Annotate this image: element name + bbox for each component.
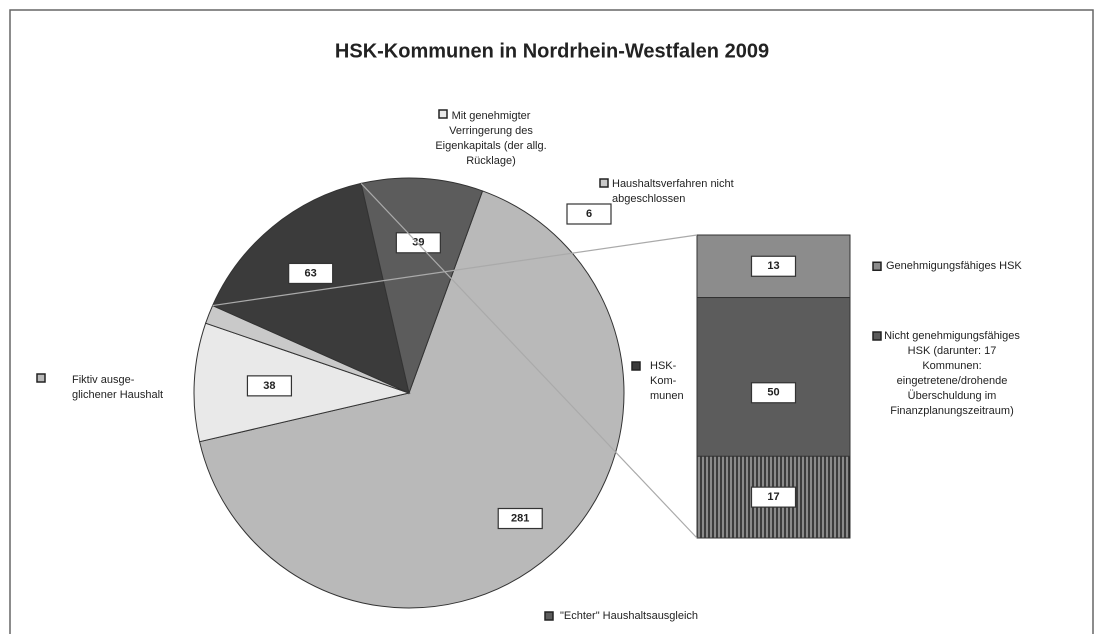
value-box	[750, 486, 797, 508]
category-label: Verringerung des	[449, 125, 533, 137]
category-label: HSK (darunter: 17	[908, 345, 997, 357]
pie-slice	[360, 177, 484, 395]
value-box	[395, 232, 441, 254]
legend-marker	[631, 361, 641, 371]
value-box	[750, 255, 797, 277]
category-label: Genehmigungsfähiges HSK	[886, 260, 1022, 272]
category-label: HSK-	[650, 360, 677, 372]
category-label: Eigenkapitals (der allg.	[435, 140, 546, 152]
value-label: 38	[263, 380, 275, 392]
value-label: 39	[412, 237, 424, 249]
category-label: eingetretene/drohende	[897, 375, 1008, 387]
value-label: 13	[767, 260, 779, 272]
category-label: munen	[650, 390, 684, 402]
value-label: 50	[767, 387, 779, 399]
legend-marker	[36, 373, 46, 383]
value-label: 281	[511, 512, 529, 524]
pie-slice	[211, 182, 410, 394]
pie-slice	[198, 190, 625, 609]
connector	[212, 234, 698, 307]
category-label: abgeschlossen	[612, 193, 685, 205]
value-label: 17	[767, 491, 779, 503]
category-label: Nicht genehmigungsfähiges	[884, 330, 1020, 342]
category-label: Kom-	[650, 375, 677, 387]
category-label: Haushaltsverfahren nicht	[612, 178, 734, 190]
legend-marker	[872, 261, 882, 272]
value-label: 6	[586, 208, 592, 220]
category-label: Überschuldung im	[908, 390, 997, 402]
legend-marker	[544, 611, 554, 621]
value-box	[288, 262, 334, 285]
category-label: Finanzplanungszeitraum)	[890, 405, 1014, 417]
value-box	[246, 375, 293, 397]
value-box	[497, 507, 543, 530]
value-box	[750, 382, 797, 404]
connector	[360, 182, 698, 539]
category-label: "Echter" Haushaltsausgleich	[560, 610, 698, 622]
value-label: 63	[305, 267, 317, 279]
value-box	[566, 203, 612, 225]
legend-marker	[438, 109, 448, 119]
category-label: glichener Haushalt	[72, 389, 163, 401]
category-label: Fiktiv ausge-	[72, 374, 135, 386]
category-label: Rücklage)	[466, 155, 516, 167]
legend-marker	[599, 178, 609, 188]
chart-title: HSK-Kommunen in Nordrhein-Westfalen 2009	[335, 40, 769, 62]
category-label: Mit genehmigter	[452, 110, 531, 122]
pie-slice	[193, 322, 411, 443]
legend-marker	[872, 331, 882, 341]
category-label: Kommunen:	[922, 360, 981, 372]
